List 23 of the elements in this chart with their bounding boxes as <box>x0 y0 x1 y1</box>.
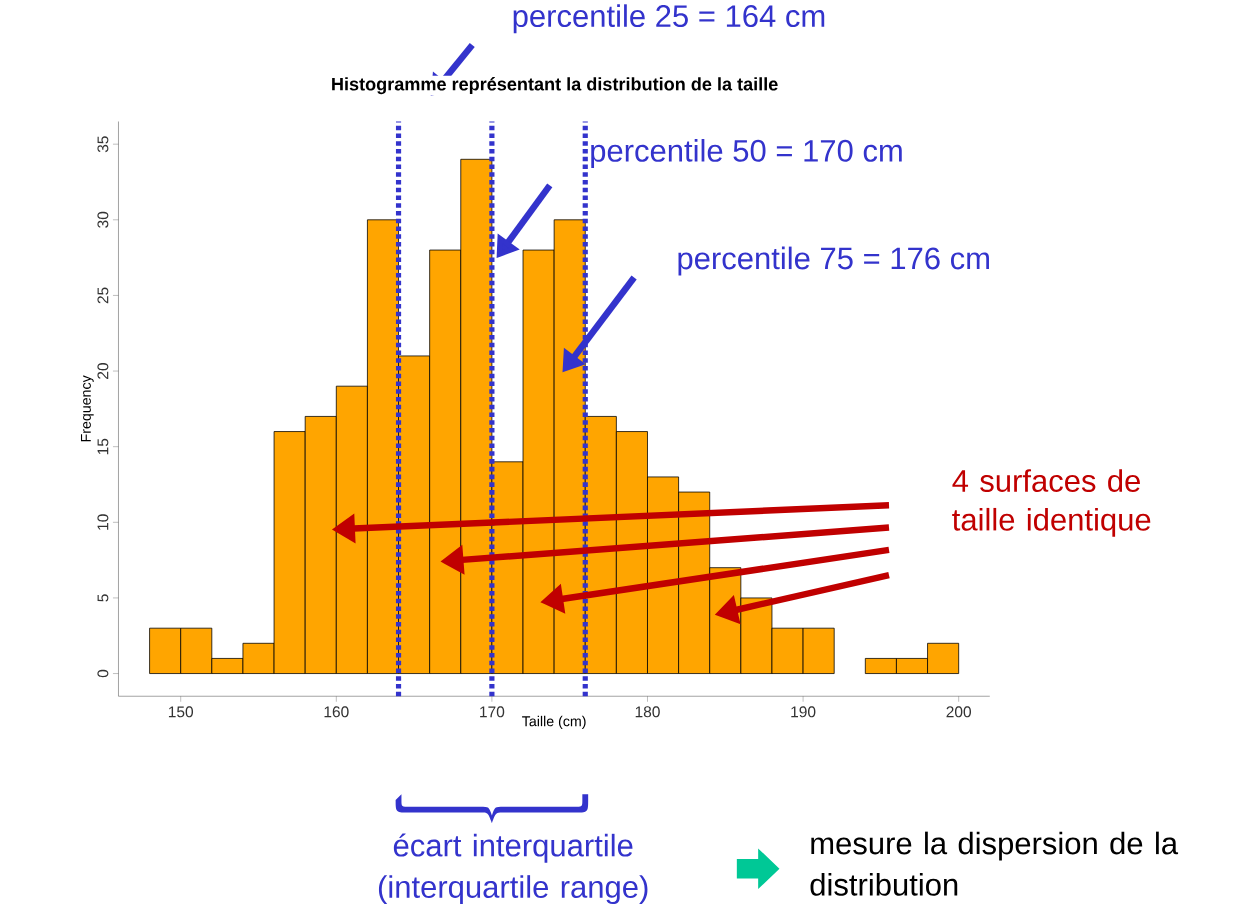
annotation: 4 surfaces de taille identique <box>952 468 1151 537</box>
x-tick-label: 190 <box>791 706 816 718</box>
y-tick-label: 20 <box>97 362 109 379</box>
text: écart interquartile (interquartile range) <box>378 833 648 904</box>
y-tick-label: 35 <box>97 135 109 152</box>
x-axis-title: Taille (cm) <box>522 715 586 729</box>
y-tick-label: 25 <box>97 287 109 304</box>
x-tick-label: 170 <box>480 706 505 718</box>
chart-title: Histogramme représentant la distribution de la taille <box>332 76 778 94</box>
y-tick-label: 30 <box>97 211 109 228</box>
x-tick-label: 150 <box>168 706 194 718</box>
y-tick-label: 5 <box>97 594 109 602</box>
text: mesure la dispersion de la distribution <box>810 831 1179 896</box>
y-tick-label: 10 <box>97 514 109 530</box>
y-tick-label: 0 <box>97 669 109 678</box>
ref-line-label: percentile 25 = 164 cm <box>513 4 825 33</box>
x-tick-label: 180 <box>635 706 660 718</box>
ref-line-label: percentile 50 = 170 cm <box>591 138 902 168</box>
y-axis-title: Frequency <box>80 375 94 442</box>
ref-line-label: percentile 75 = 176 cm <box>678 246 989 276</box>
x-tick-label: 160 <box>324 706 349 718</box>
y-tick-label: 15 <box>97 438 109 454</box>
x-tick-label: 200 <box>946 706 972 718</box>
